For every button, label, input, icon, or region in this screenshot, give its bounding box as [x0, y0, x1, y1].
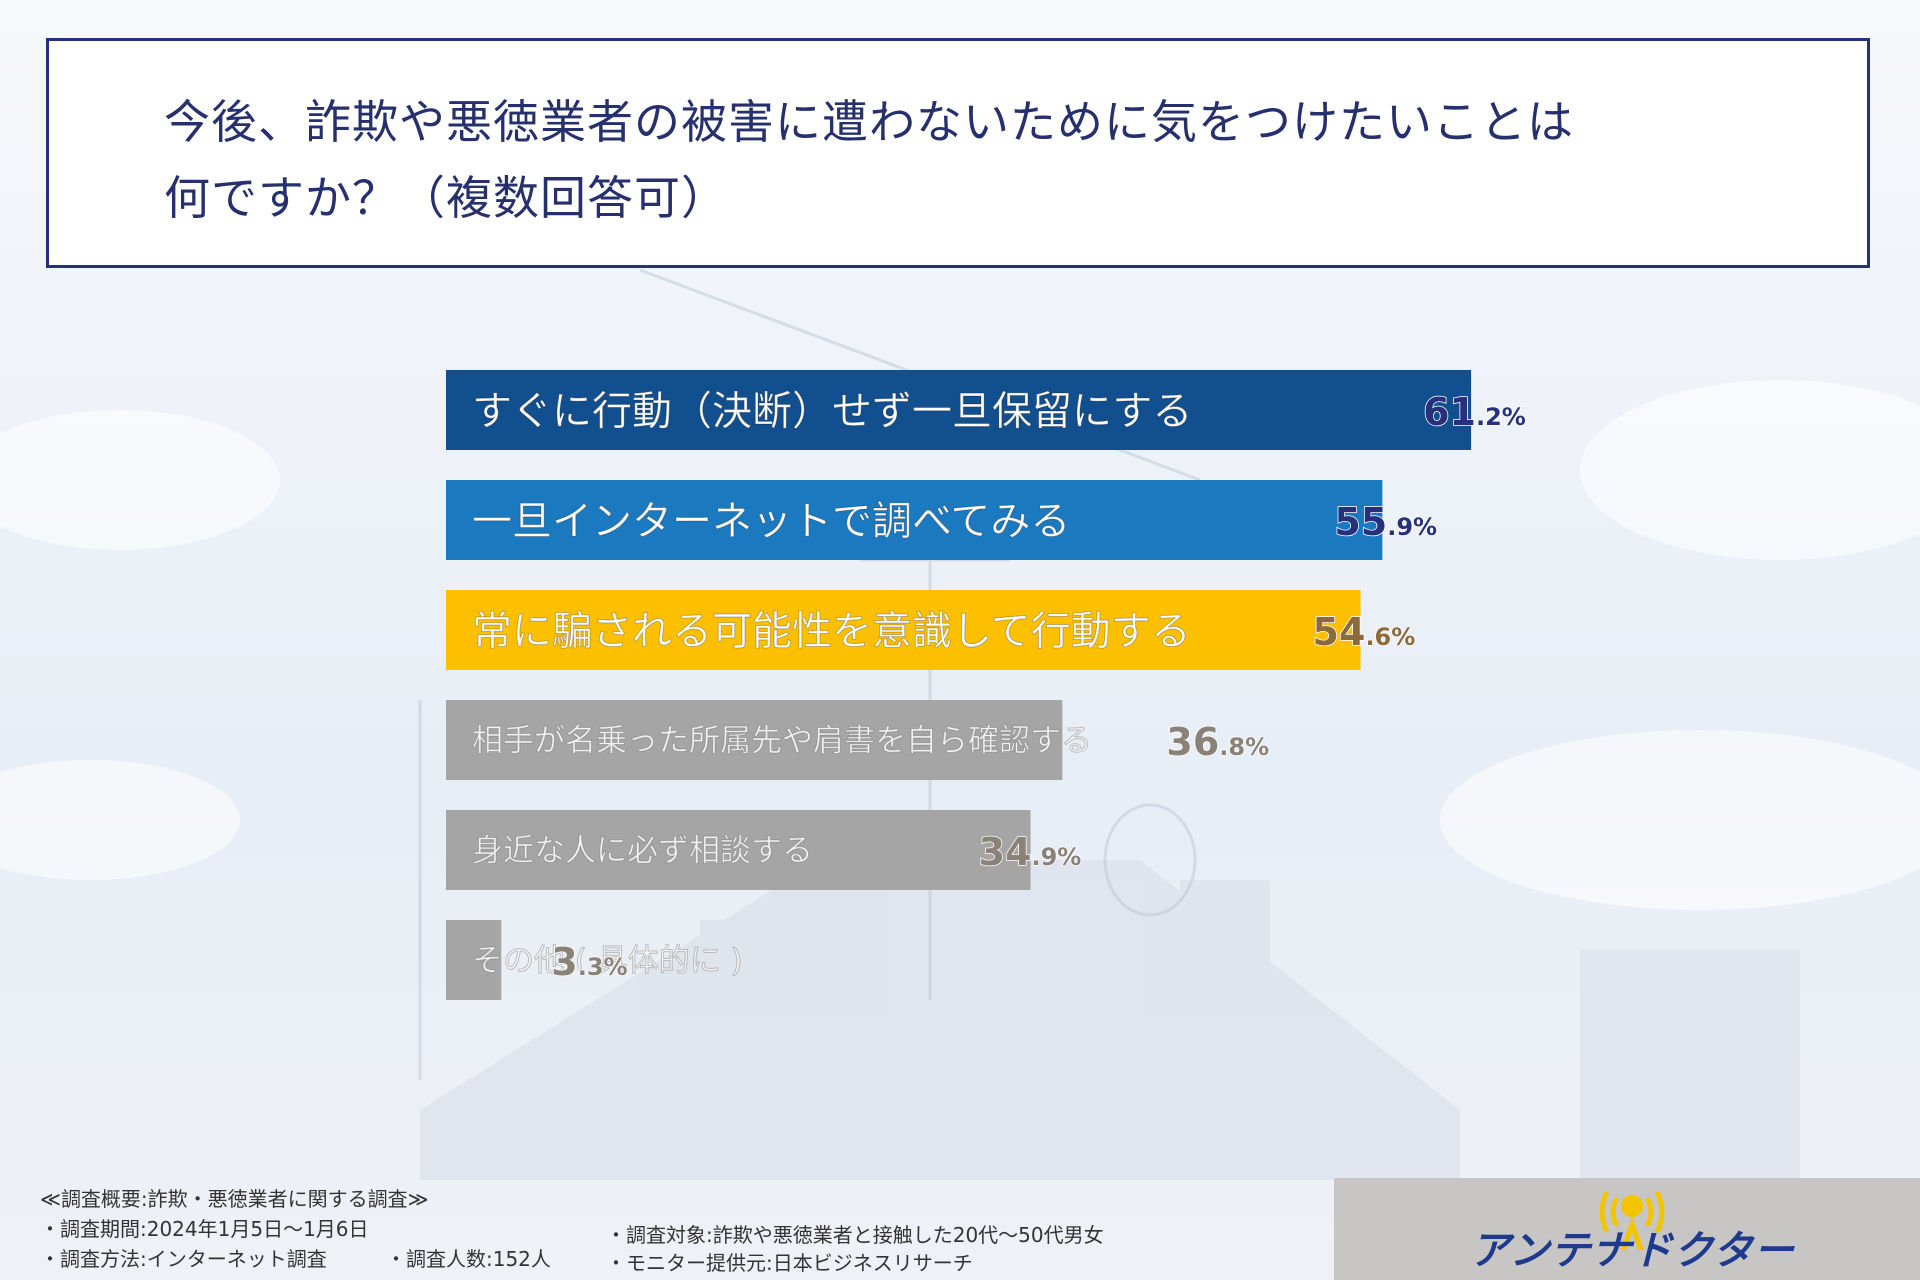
value-label-5: 34.9%	[979, 830, 1082, 874]
company-logo: アンテナドクター	[1334, 1178, 1920, 1280]
logo-text: アンテナドクター	[1470, 1228, 1795, 1274]
monitor-provider: ・モニター提供元:日本ビジネスリサーチ	[606, 1251, 973, 1275]
chart-title: 今後、詐欺や悪徳業者の被害に遭わないために気をつけたいことは 何ですか？（複数回…	[164, 84, 1724, 236]
bar-6	[446, 920, 502, 1000]
category-label-6: その他 ( 具体的に )	[472, 943, 743, 979]
chart-title-line-2: 何ですか？（複数回答可）	[164, 171, 728, 225]
title-box	[46, 38, 1870, 268]
bar-5	[446, 810, 1031, 890]
survey-overview: ≪調査概要:詐欺・悪徳業者に関する調査≫	[40, 1187, 429, 1211]
survey-method: ・調査方法:インターネット調査	[40, 1247, 327, 1271]
value-label-6: 3.3%	[551, 940, 627, 984]
value-label-1: 61.2%	[1423, 390, 1526, 434]
bar-1	[446, 370, 1472, 450]
survey-count: ・調査人数:152人	[386, 1247, 551, 1271]
survey-period: ・調査期間:2024年1月5日〜1月6日	[40, 1217, 369, 1241]
category-label-5: 身近な人に必ず相談する	[472, 833, 813, 869]
value-label-2: 55.9%	[1334, 500, 1437, 544]
category-label-1: すぐに行動（決断）せず一旦保留にする	[472, 388, 1192, 434]
bar-2	[446, 480, 1383, 560]
category-label-4: 相手が名乗った所属先や肩書を自ら確認する	[472, 723, 1092, 759]
antenna-doctor-logo-icon	[1599, 1191, 1665, 1250]
category-label-3: 常に騙される可能性を意識して行動する	[472, 608, 1191, 654]
chart-title-line-1: 今後、詐欺や悪徳業者の被害に遭わないために気をつけたいことは	[164, 95, 1574, 149]
bar-3	[446, 590, 1361, 670]
value-label-4: 36.8%	[1166, 720, 1269, 764]
bar-4	[446, 700, 1063, 780]
survey-target: ・調査対象:詐欺や悪徳業者と接触した20代〜50代男女	[606, 1223, 1104, 1247]
value-label-3: 54.6%	[1313, 610, 1416, 654]
category-label-2: 一旦インターネットで調べてみる	[472, 498, 1070, 544]
